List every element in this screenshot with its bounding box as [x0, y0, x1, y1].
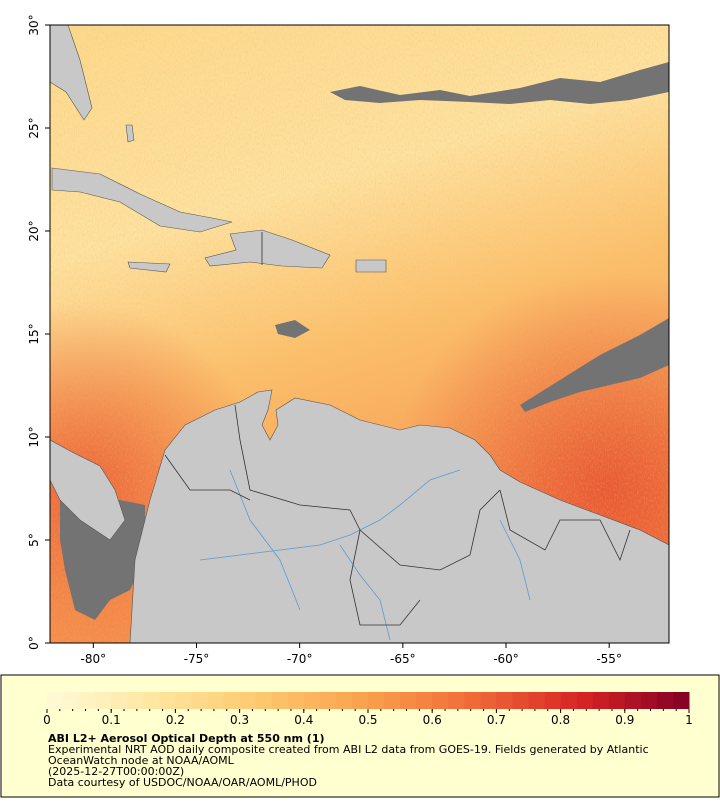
y-tick-label: 25°	[27, 117, 41, 138]
colorbar-step	[416, 692, 433, 709]
x-tick-label: -80°	[81, 652, 107, 666]
colorbar-step	[175, 692, 192, 709]
y-tick-label: 30°	[27, 14, 41, 35]
colorbar-tick-label: 0.5	[358, 713, 377, 727]
legend-title: ABI L2+ Aerosol Optical Depth at 550 nm …	[48, 732, 325, 745]
colorbar-step	[127, 692, 144, 709]
colorbar-step	[351, 692, 369, 709]
colorbar-step	[191, 692, 208, 709]
map-area	[50, 25, 669, 643]
colorbar-tick-label: 0.9	[615, 713, 634, 727]
colorbar-step	[384, 692, 401, 709]
y-tick-label: 0°	[27, 636, 41, 650]
y-tick-label: 15°	[27, 323, 41, 344]
colorbar-step	[672, 692, 690, 709]
colorbar-tick-label: 0.4	[294, 713, 313, 727]
colorbar-step	[79, 692, 96, 709]
legend-line: OceanWatch node at NOAA/AOML	[48, 754, 235, 767]
x-tick-label: -75°	[184, 652, 210, 666]
colorbar-step	[608, 692, 626, 709]
y-tick-label: 10°	[27, 426, 41, 447]
colorbar-tick-label: 1	[685, 713, 693, 727]
axes: -80° -75° -70° -65° -60° -55° 0° 5° 10° 15° 20° 25°…	[27, 14, 622, 666]
legend-line: Experimental NRT AOD daily composite cre…	[48, 743, 649, 756]
colorbar-step	[63, 692, 80, 709]
colorbar-step	[544, 692, 562, 709]
colorbar-step	[560, 692, 578, 709]
colorbar-step	[400, 692, 417, 709]
x-tick-label: -60°	[493, 652, 519, 666]
colorbar-step	[624, 692, 642, 709]
x-tick-label: -55°	[596, 652, 622, 666]
colorbar-step	[287, 692, 305, 709]
colorbar-step	[159, 692, 176, 709]
x-tick-label: -65°	[390, 652, 416, 666]
no-data	[60, 62, 669, 620]
land	[50, 25, 669, 643]
colorbar-tick-label: 0	[43, 713, 51, 727]
rivers	[199, 469, 531, 641]
colorbar-step	[207, 692, 225, 709]
colorbar-step	[512, 692, 529, 709]
colorbar-step	[464, 692, 481, 709]
colorbar-step	[496, 692, 513, 709]
colorbar-step	[319, 692, 337, 709]
colorbar-step	[528, 692, 546, 709]
colorbar-step	[111, 692, 128, 709]
colorbar-step	[368, 692, 385, 709]
y-tick-label: 20°	[27, 220, 41, 241]
colorbar-step	[271, 692, 289, 709]
colorbar-tick-label: 0.8	[551, 713, 570, 727]
colorbar-step	[303, 692, 321, 709]
colorbar: 0 0.1 0.2 0.3 0.4 0.5 0.6 0.7 0.8 0.9 1	[43, 692, 693, 727]
colorbar-step	[656, 692, 674, 709]
colorbar-step	[239, 692, 257, 709]
colorbar-step	[255, 692, 273, 709]
colorbar-tick-label: 0.6	[423, 713, 442, 727]
colorbar-step	[640, 692, 658, 709]
colorbar-step	[448, 692, 465, 709]
colorbar-step	[576, 692, 594, 709]
legend-line: Data courtesy of USDOC/NOAA/OAR/AOML/PHO…	[48, 776, 317, 789]
colorbar-tick-label: 0.1	[102, 713, 121, 727]
y-tick-label: 5°	[27, 533, 41, 547]
colorbar-tick-label: 0.3	[230, 713, 249, 727]
borders	[164, 232, 631, 626]
colorbar-tick-label: 0.7	[487, 713, 506, 727]
colorbar-step	[592, 692, 610, 709]
colorbar-tick-label: 0.2	[166, 713, 185, 727]
x-tick-label: -70°	[287, 652, 313, 666]
legend-line: (2025-12-27T00:00:00Z)	[48, 765, 184, 778]
colorbar-step	[335, 692, 353, 709]
colorbar-step	[143, 692, 160, 709]
colorbar-step	[95, 692, 112, 709]
colorbar-step	[223, 692, 241, 709]
colorbar-step	[480, 692, 497, 709]
colorbar-step	[432, 692, 449, 709]
colorbar-step	[47, 692, 64, 709]
